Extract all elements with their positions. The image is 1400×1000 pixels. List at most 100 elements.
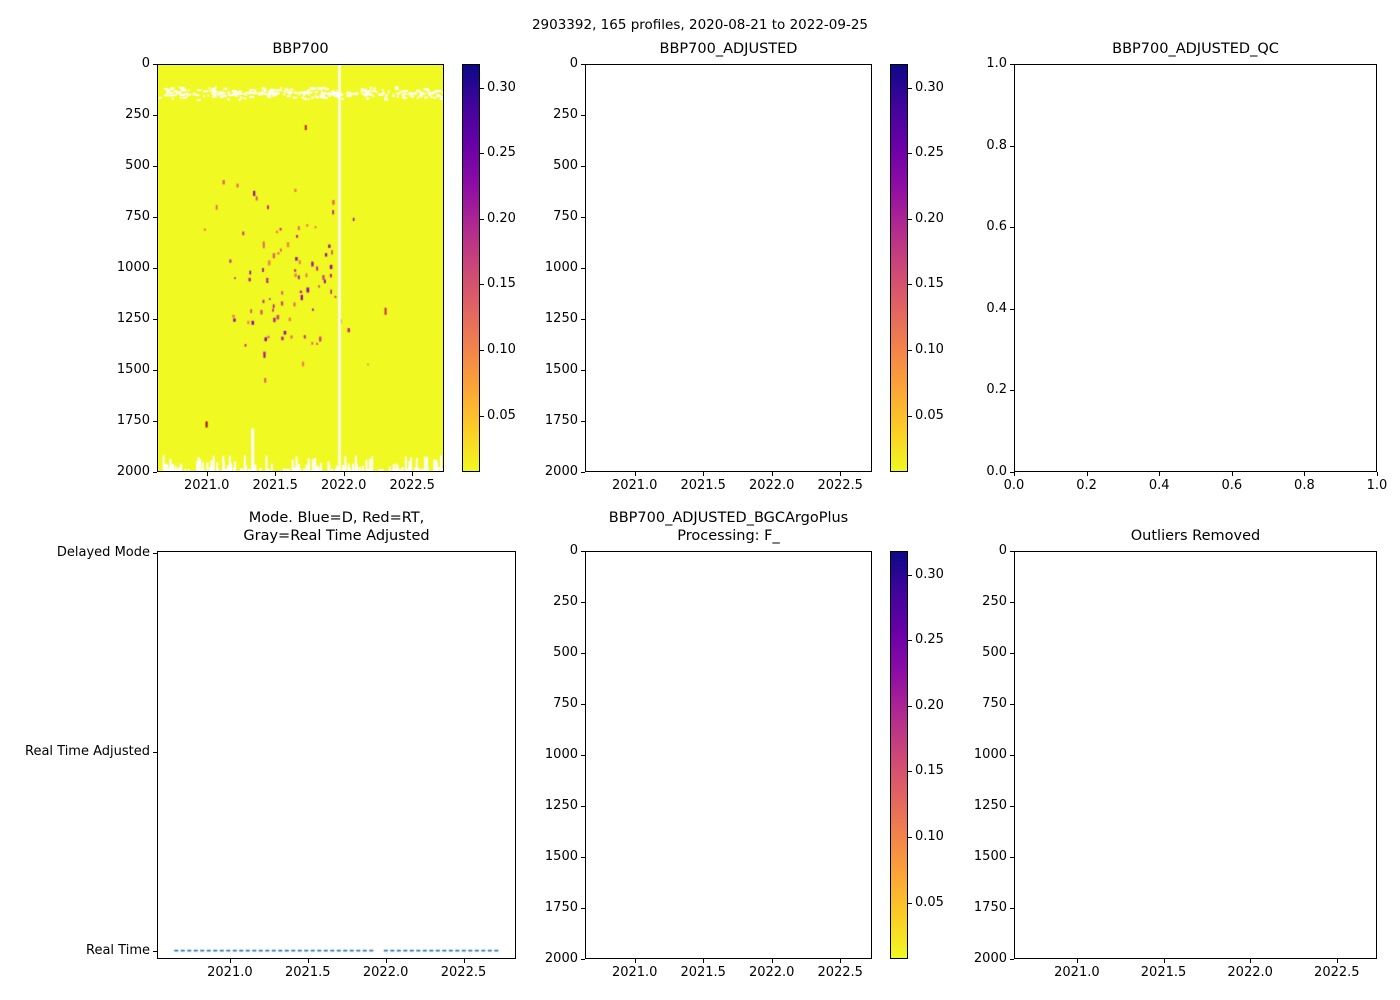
y-tick (153, 421, 157, 422)
y-tick (1010, 755, 1014, 756)
panel-title-bbp700-adjusted-qc: BBP700_ADJUSTED_QC (1112, 41, 1279, 57)
y-tick (1010, 472, 1014, 473)
bbp700-adjusted-qc-canvas (1015, 65, 1376, 471)
y-tick-label: 1500 (544, 849, 578, 864)
y-tick-label: Delayed Mode (56, 544, 150, 560)
y-tick-label: 1500 (973, 849, 1007, 864)
colorbar-tick-label: 0.20 (915, 210, 944, 226)
y-tick-label: 250 (125, 107, 150, 122)
y-tick-label: 500 (553, 158, 578, 173)
y-tick (153, 752, 157, 753)
x-tick-label: 2022.5 (440, 965, 487, 980)
x-tick-label: 2021.5 (285, 965, 331, 980)
colorbar-tick-label: 0.30 (915, 79, 944, 95)
y-tick (581, 908, 585, 909)
y-tick (1010, 308, 1014, 310)
y-tick-label: 1750 (544, 413, 578, 428)
colorbar-tick-label: 0.15 (915, 763, 944, 779)
x-tick (229, 959, 231, 963)
y-tick-label: 0 (569, 543, 578, 558)
y-tick (581, 421, 585, 422)
y-tick-label: 0 (569, 56, 578, 71)
y-tick-label: 750 (553, 696, 578, 711)
y-tick (581, 857, 585, 858)
x-tick-label: 2021.5 (252, 478, 298, 493)
x-tick-label: 2022.5 (389, 478, 435, 493)
y-tick-label: Real Time (86, 943, 150, 959)
y-tick-label: 1500 (116, 362, 150, 377)
y-tick (153, 552, 157, 554)
y-tick (581, 115, 585, 116)
y-tick (1010, 602, 1014, 603)
y-tick-label: 0 (141, 56, 150, 71)
x-tick (343, 472, 345, 476)
y-tick (581, 704, 585, 705)
y-tick (153, 64, 157, 65)
mode-line-canvas (158, 552, 515, 958)
y-tick-label: 1000 (116, 260, 150, 275)
colorbar-tick (908, 415, 912, 417)
y-tick (1010, 704, 1014, 705)
colorbar-tick-label: 0.05 (487, 407, 516, 423)
y-tick (153, 319, 157, 320)
x-tick (771, 472, 773, 476)
y-tick-label: 2000 (973, 951, 1007, 966)
axes-bbp700 (157, 64, 444, 472)
y-tick-label: 0 (998, 543, 1007, 558)
x-tick-label: 2021.0 (1054, 965, 1100, 980)
x-tick (1086, 472, 1088, 476)
y-tick-label: 1750 (116, 413, 150, 428)
x-tick (1336, 959, 1338, 963)
panel-title-outliers-removed: Outliers Removed (1130, 528, 1261, 544)
y-tick-label: 1000 (544, 747, 578, 762)
colorbar-tick (480, 284, 484, 286)
y-tick-label: 1000 (973, 747, 1007, 762)
x-tick (1159, 472, 1161, 476)
colorbar-tick-label: 0.20 (915, 697, 944, 713)
y-tick-label: 1000 (544, 260, 578, 275)
colorbar-tick-label: 0.20 (487, 210, 516, 226)
x-tick (206, 472, 208, 476)
x-tick (307, 959, 309, 963)
colorbar-tick-label: 0.15 (915, 276, 944, 292)
colorbar-tick (480, 218, 484, 220)
axes-bbp700-adjusted-qc (1014, 64, 1377, 472)
x-tick-label: 2022.5 (1314, 965, 1360, 980)
y-tick-label: 250 (982, 594, 1007, 609)
y-tick (1010, 390, 1014, 392)
x-tick (634, 472, 636, 476)
bbp700-adjusted-canvas (586, 65, 871, 471)
colorbar-tick (908, 771, 912, 773)
x-tick-label: 2021.0 (183, 478, 230, 493)
colorbar-tick-label: 0.30 (915, 566, 944, 582)
y-tick-label: 1750 (973, 900, 1007, 915)
y-tick (1010, 908, 1014, 909)
y-tick-label: 500 (125, 158, 150, 173)
y-tick-label: 1.0 (986, 56, 1007, 71)
x-tick-label: 2021.0 (611, 965, 658, 980)
x-tick-label: 2022.0 (320, 478, 367, 493)
colorbar-tick-label: 0.25 (915, 145, 944, 161)
y-tick-label: 750 (982, 696, 1007, 711)
y-tick (153, 472, 157, 473)
y-tick-label: 1500 (544, 362, 578, 377)
colorbar-tick (908, 87, 912, 89)
y-tick-label: 750 (553, 209, 578, 224)
y-tick-label: 0.6 (986, 219, 1007, 235)
y-tick (581, 319, 585, 320)
y-tick (153, 217, 157, 218)
colorbar-tick (480, 153, 484, 155)
y-tick (153, 268, 157, 269)
bbp700-heatmap-canvas (158, 65, 443, 471)
y-tick-label: 0.0 (986, 464, 1007, 479)
colorbar-tick (908, 574, 912, 576)
colorbar-tick-label: 0.10 (915, 828, 944, 844)
x-tick-label: 2022.0 (748, 478, 795, 493)
y-tick (153, 951, 157, 953)
colorbar-tick (908, 836, 912, 838)
y-tick (153, 166, 157, 167)
colorbar-tick-label: 0.30 (487, 79, 516, 95)
y-tick (581, 602, 585, 603)
y-tick (1010, 857, 1014, 858)
